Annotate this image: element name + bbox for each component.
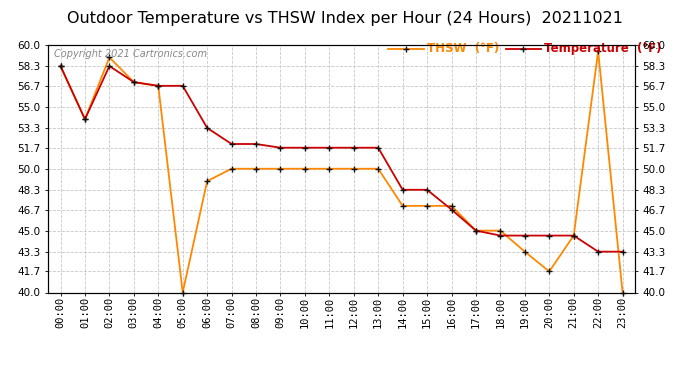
Text: THSW  (°F): THSW (°F) (426, 42, 499, 55)
Text: Outdoor Temperature vs THSW Index per Hour (24 Hours)  20211021: Outdoor Temperature vs THSW Index per Ho… (67, 11, 623, 26)
Text: Copyright 2021 Cartronics.com: Copyright 2021 Cartronics.com (55, 49, 207, 59)
Text: Temperature  (°F): Temperature (°F) (544, 42, 662, 55)
